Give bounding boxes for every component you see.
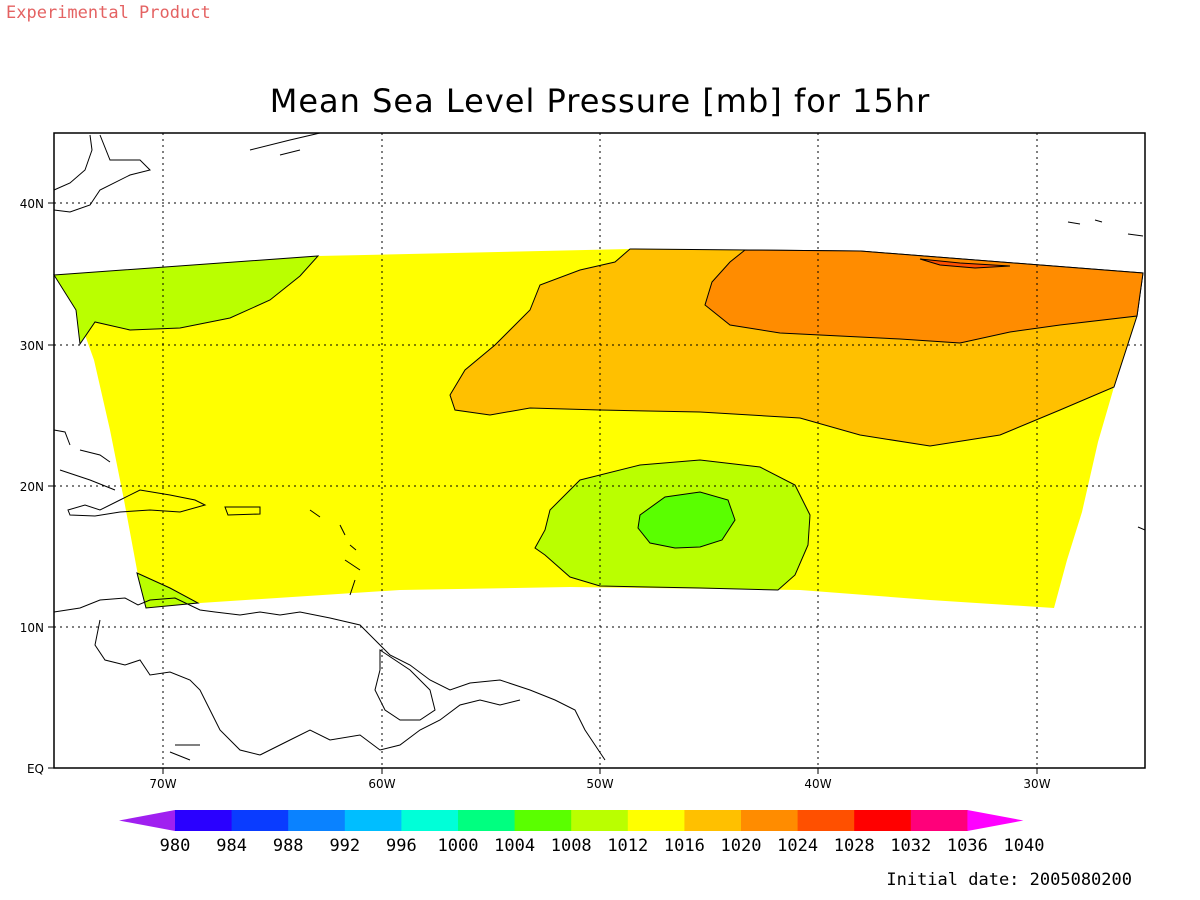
lat-label-40n: 40N xyxy=(20,197,44,211)
lon-label-50w: 50W xyxy=(586,777,613,791)
lon-label-70w: 70W xyxy=(149,777,176,791)
colorbar-label: 1004 xyxy=(494,836,535,856)
lat-label-eq: EQ xyxy=(27,762,44,776)
colorbar-swatch xyxy=(288,810,346,831)
lon-label-30w: 30W xyxy=(1023,777,1050,791)
map-panel: 70W 60W 50W 40W 30W 40N 30N 20N 10N EQ xyxy=(20,132,1146,791)
colorbar-label: 1000 xyxy=(438,836,479,856)
colorbar-swatch xyxy=(175,810,233,831)
colorbar-label: 1032 xyxy=(890,836,931,856)
colorbar-label: 988 xyxy=(273,836,304,856)
colorbar-label: 1020 xyxy=(721,836,762,856)
colorbar-arrow-low xyxy=(119,810,175,831)
graticule xyxy=(54,133,1145,768)
colorbar-swatch xyxy=(797,810,855,831)
colorbar-label: 980 xyxy=(160,836,191,856)
colorbar-swatch xyxy=(910,810,968,831)
colorbar-arrow-high xyxy=(967,810,1024,831)
lon-label-60w: 60W xyxy=(368,777,395,791)
tick-marks xyxy=(48,202,1038,774)
lat-label-20n: 20N xyxy=(20,480,44,494)
colorbar-label: 1040 xyxy=(1004,836,1045,856)
colorbar-label: 1024 xyxy=(777,836,818,856)
coastlines xyxy=(53,132,1146,761)
contour-fill-1012-nw xyxy=(53,255,320,346)
colorbar-label: 1036 xyxy=(947,836,988,856)
experimental-product-label: Experimental Product xyxy=(6,3,211,23)
colorbar-swatch xyxy=(401,810,459,831)
initial-date: Initial date: 2005080200 xyxy=(886,870,1132,890)
lat-label-10n: 10N xyxy=(20,621,44,635)
colorbar-swatch xyxy=(627,810,685,831)
chart-title: Mean Sea Level Pressure [mb] for 15hr xyxy=(269,82,931,120)
colorbar-swatch xyxy=(458,810,516,831)
colorbar: 980 984 988 992 996 1000 1004 1008 1012 1016 1020 1… xyxy=(119,810,1044,856)
lat-label-30n: 30N xyxy=(20,339,44,353)
colorbar-label: 1028 xyxy=(834,836,875,856)
colorbar-label: 992 xyxy=(329,836,360,856)
contour-fill-1012-sw xyxy=(136,572,200,609)
colorbar-label: 1012 xyxy=(607,836,648,856)
colorbar-swatch xyxy=(854,810,912,831)
colorbar-swatch xyxy=(231,810,289,831)
colorbar-label: 996 xyxy=(386,836,417,856)
colorbar-label: 1016 xyxy=(664,836,705,856)
lon-label-40w: 40W xyxy=(804,777,831,791)
contour-fill-1024 xyxy=(704,249,1144,344)
contour-fill-1008-core xyxy=(637,491,736,549)
contour-fill-1028 xyxy=(919,258,1011,269)
colorbar-label: 984 xyxy=(216,836,247,856)
colorbar-swatch xyxy=(344,810,402,831)
colorbar-swatch xyxy=(571,810,629,831)
colorbar-swatch xyxy=(684,810,742,831)
colorbar-label: 1008 xyxy=(551,836,592,856)
colorbar-swatch xyxy=(514,810,572,831)
colorbar-swatch xyxy=(741,810,799,831)
